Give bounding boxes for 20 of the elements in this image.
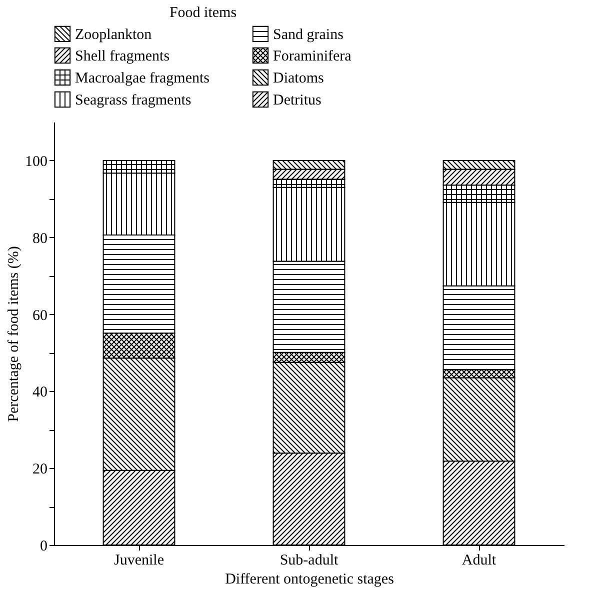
legend-label: Zooplankton [75,26,152,43]
x-tick-label: Sub-adult [280,552,339,568]
x-axis-title: Different ontogenetic stages [225,572,394,588]
y-tick-label: 20 [32,462,48,478]
y-axis-title: Percentage of food items (%) [6,246,22,422]
y-tick-label: 0 [40,538,48,554]
legend-label: Seagrass fragments [75,92,192,108]
y-tick-label: 100 [25,154,48,170]
legend-label: Detritus [273,92,322,108]
y-tick-label: 40 [32,384,48,401]
legend-label: Foraminifera [273,48,352,64]
legend-label: Shell fragments [75,48,170,64]
legend-label: Diatoms [273,70,324,86]
legend-title: Food items [169,5,237,21]
legend-label: Macroalgae fragments [75,70,210,86]
x-tick-label: Adult [462,552,497,568]
y-tick-label: 60 [32,308,48,324]
legend-label: Sand grains [273,26,344,43]
y-tick-label: 80 [32,230,48,247]
x-tick-label: Juvenile [114,552,164,568]
